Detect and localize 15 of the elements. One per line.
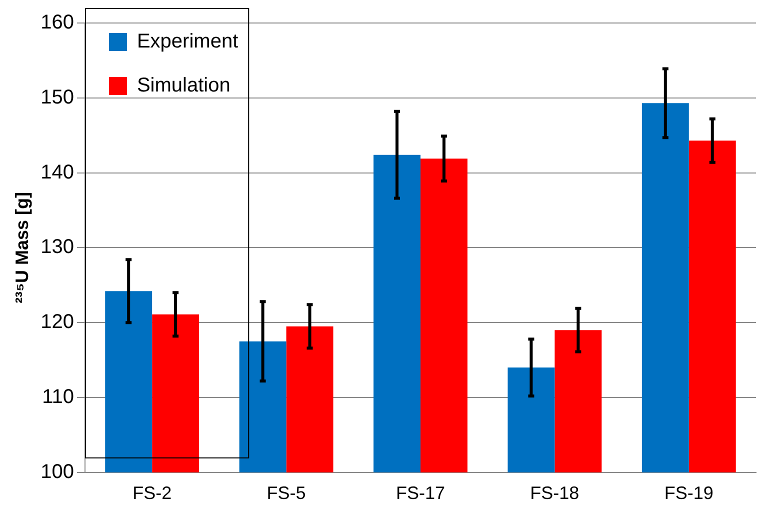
legend-label: Experiment bbox=[136, 30, 239, 53]
y-tick-label: 110 bbox=[42, 386, 74, 408]
legend-label: Simulation bbox=[136, 74, 230, 97]
y-tick-label: 130 bbox=[40, 236, 74, 258]
x-tick-label: FS-2 bbox=[132, 483, 172, 504]
x-tick-label: FS-17 bbox=[396, 483, 445, 504]
x-tick-label: FS-19 bbox=[664, 483, 714, 504]
y-tick-label: 140 bbox=[40, 161, 74, 184]
y-tick-label: 120 bbox=[40, 311, 74, 334]
y-tick-label: 160 bbox=[40, 12, 74, 34]
y-tick-label: 150 bbox=[40, 86, 74, 108]
y-axis-title: ²³⁵U Mass [g] bbox=[12, 192, 32, 304]
x-tick-label: FS-18 bbox=[530, 483, 580, 504]
y-tick-label: 100 bbox=[40, 460, 74, 483]
x-tick-label: FS-5 bbox=[266, 483, 306, 504]
